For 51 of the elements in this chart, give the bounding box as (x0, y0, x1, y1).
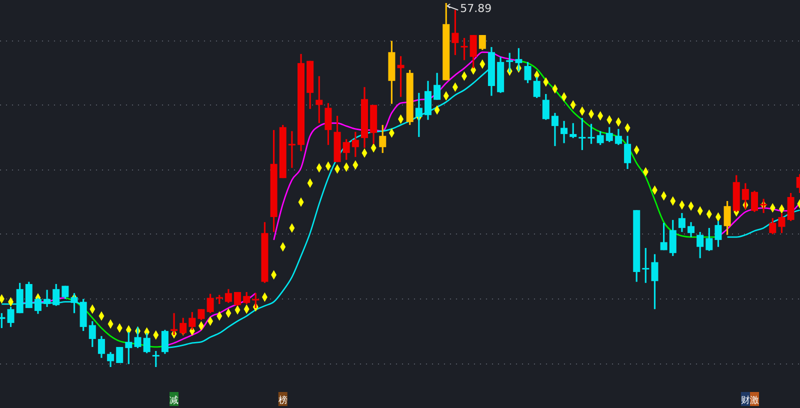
candlestick (198, 308, 205, 321)
candlestick (324, 102, 332, 146)
candlestick (678, 212, 686, 233)
candlestick (107, 351, 114, 368)
candlestick (224, 288, 232, 304)
text: 榜 (278, 395, 288, 406)
candlestick (606, 126, 613, 143)
candlestick (216, 294, 223, 305)
candlestick (62, 285, 69, 300)
candlestick (706, 227, 713, 252)
candlestick (696, 231, 704, 259)
text: 财 (740, 395, 750, 406)
candlestick (98, 335, 105, 359)
candlestick (434, 72, 441, 101)
candlestick (570, 122, 577, 139)
candlestick (651, 253, 658, 310)
candlestick (642, 247, 650, 284)
candlestick (206, 293, 214, 314)
candlestick (288, 130, 296, 169)
candlestick (660, 222, 668, 251)
candlestick (342, 138, 350, 161)
candlestick (578, 117, 586, 151)
candlestick (316, 75, 323, 124)
candlestick (116, 346, 124, 364)
candlestick (152, 350, 160, 368)
candlestick (551, 112, 558, 147)
candlestick (524, 61, 532, 84)
candlestick (397, 55, 404, 98)
text: 激 (750, 395, 760, 406)
text: 减 (170, 395, 179, 406)
candlestick (452, 9, 459, 56)
candlestick (769, 217, 776, 235)
candlestick (624, 135, 632, 170)
candlestick (751, 190, 758, 213)
candlestick (669, 219, 676, 257)
candlestick (460, 37, 468, 61)
candlestick (478, 34, 486, 51)
candlestick (560, 120, 568, 144)
candlestick (787, 192, 794, 222)
candlestick (614, 128, 622, 146)
candlestick (724, 200, 731, 236)
candlestick (588, 123, 595, 145)
candlestick (596, 130, 604, 146)
candlestick (379, 124, 386, 154)
candlestick (542, 93, 550, 121)
candlestick (88, 320, 96, 348)
candlestick (52, 283, 60, 307)
candlestick (352, 131, 359, 158)
candlestick (688, 221, 695, 238)
annotation: 57.89 (460, 2, 492, 15)
candlestick (44, 289, 51, 308)
